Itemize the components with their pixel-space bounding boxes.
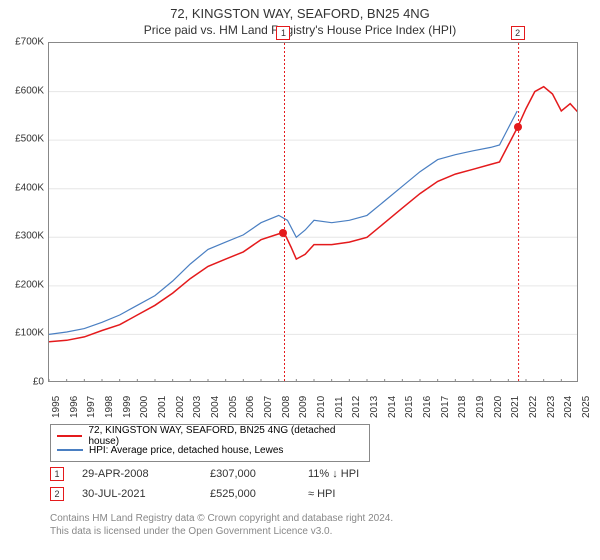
- plot-area: [48, 42, 578, 382]
- x-tick-label: 2021: [510, 396, 521, 418]
- x-tick-label: 2016: [422, 396, 433, 418]
- y-tick-label: £700K: [0, 37, 44, 48]
- y-tick-label: £300K: [0, 231, 44, 242]
- x-tick-label: 2019: [475, 396, 486, 418]
- x-tick-label: 2004: [210, 396, 221, 418]
- chart-title: 72, KINGSTON WAY, SEAFORD, BN25 4NG: [0, 6, 600, 21]
- legend-label: HPI: Average price, detached house, Lewe…: [89, 445, 283, 456]
- y-tick-label: £100K: [0, 328, 44, 339]
- x-tick-label: 2005: [228, 396, 239, 418]
- x-tick-label: 1999: [122, 396, 133, 418]
- event-marker-dot: [279, 229, 287, 237]
- x-tick-label: 2018: [457, 396, 468, 418]
- x-tick-label: 2001: [157, 396, 168, 418]
- footer-line-2: This data is licensed under the Open Gov…: [50, 525, 393, 538]
- x-tick-label: 2025: [581, 396, 592, 418]
- x-tick-label: 1997: [86, 396, 97, 418]
- x-tick-label: 2007: [263, 396, 274, 418]
- legend-swatch: [57, 449, 83, 451]
- y-tick-label: £0: [0, 377, 44, 388]
- x-tick-label: 1996: [69, 396, 80, 418]
- y-tick-label: £600K: [0, 85, 44, 96]
- chart-container: 72, KINGSTON WAY, SEAFORD, BN25 4NG Pric…: [0, 0, 600, 560]
- legend-row: 72, KINGSTON WAY, SEAFORD, BN25 4NG (det…: [57, 429, 363, 443]
- event-date: 30-JUL-2021: [82, 488, 192, 500]
- x-tick-label: 2009: [298, 396, 309, 418]
- x-tick-label: 2020: [493, 396, 504, 418]
- x-tick-label: 2023: [546, 396, 557, 418]
- legend: 72, KINGSTON WAY, SEAFORD, BN25 4NG (det…: [50, 424, 370, 462]
- x-tick-label: 1995: [51, 396, 62, 418]
- y-tick-label: £400K: [0, 182, 44, 193]
- x-tick-label: 2017: [440, 396, 451, 418]
- event-price: £525,000: [210, 488, 290, 500]
- x-tick-label: 2013: [369, 396, 380, 418]
- footer: Contains HM Land Registry data © Crown c…: [50, 512, 393, 538]
- event-row: 2 30-JUL-2021 £525,000 ≈ HPI: [50, 484, 398, 504]
- x-tick-label: 2006: [245, 396, 256, 418]
- x-tick-label: 1998: [104, 396, 115, 418]
- y-tick-label: £500K: [0, 134, 44, 145]
- event-row: 1 29-APR-2008 £307,000 11% ↓ HPI: [50, 464, 398, 484]
- event-date: 29-APR-2008: [82, 468, 192, 480]
- x-tick-label: 2014: [387, 396, 398, 418]
- y-tick-label: £200K: [0, 279, 44, 290]
- event-index-box: 1: [50, 467, 64, 481]
- footer-line-1: Contains HM Land Registry data © Crown c…: [50, 512, 393, 525]
- x-tick-label: 2012: [351, 396, 362, 418]
- event-marker-dot: [514, 123, 522, 131]
- event-marker-box: 1: [276, 26, 290, 40]
- chart-svg: [49, 43, 577, 381]
- event-delta: 11% ↓ HPI: [308, 468, 398, 480]
- event-marker-box: 2: [511, 26, 525, 40]
- x-tick-label: 2000: [139, 396, 150, 418]
- event-delta: ≈ HPI: [308, 488, 398, 500]
- x-tick-label: 2002: [175, 396, 186, 418]
- x-tick-label: 2003: [192, 396, 203, 418]
- event-table: 1 29-APR-2008 £307,000 11% ↓ HPI 2 30-JUL-202…: [50, 464, 398, 504]
- event-index-box: 2: [50, 487, 64, 501]
- event-price: £307,000: [210, 468, 290, 480]
- x-tick-label: 2011: [334, 396, 345, 418]
- x-tick-label: 2024: [563, 396, 574, 418]
- x-tick-label: 2022: [528, 396, 539, 418]
- x-tick-label: 2010: [316, 396, 327, 418]
- x-tick-label: 2015: [404, 396, 415, 418]
- legend-swatch: [57, 435, 82, 437]
- x-tick-label: 2008: [281, 396, 292, 418]
